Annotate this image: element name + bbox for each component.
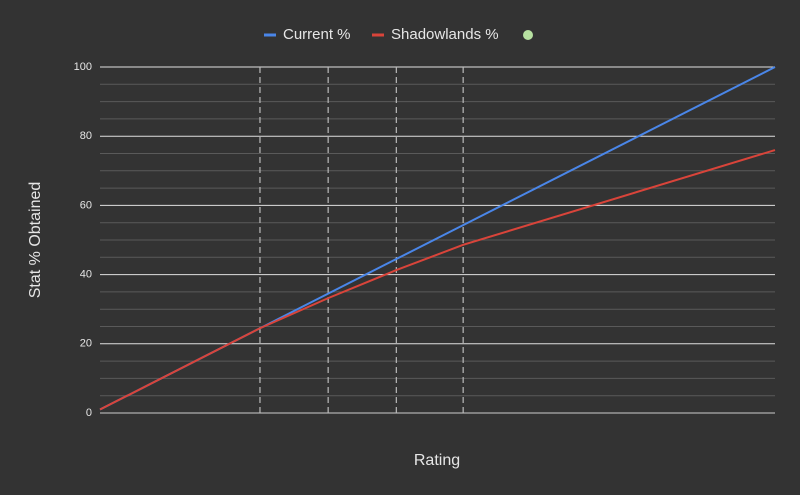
y-tick-label: 100 <box>74 61 92 73</box>
y-tick-label: 40 <box>80 269 92 281</box>
y-tick-label: 60 <box>80 199 92 211</box>
y-tick-label: 20 <box>80 338 92 350</box>
legend-label: Shadowlands % <box>391 26 499 43</box>
y-axis-label: Stat % Obtained <box>27 182 44 299</box>
y-tick-label: 80 <box>80 130 92 142</box>
y-tick-label: 0 <box>86 407 92 419</box>
x-axis-label: Rating <box>414 452 460 469</box>
legend-marker <box>523 30 533 40</box>
legend-label: Current % <box>283 26 351 43</box>
series-line <box>99 149 776 411</box>
